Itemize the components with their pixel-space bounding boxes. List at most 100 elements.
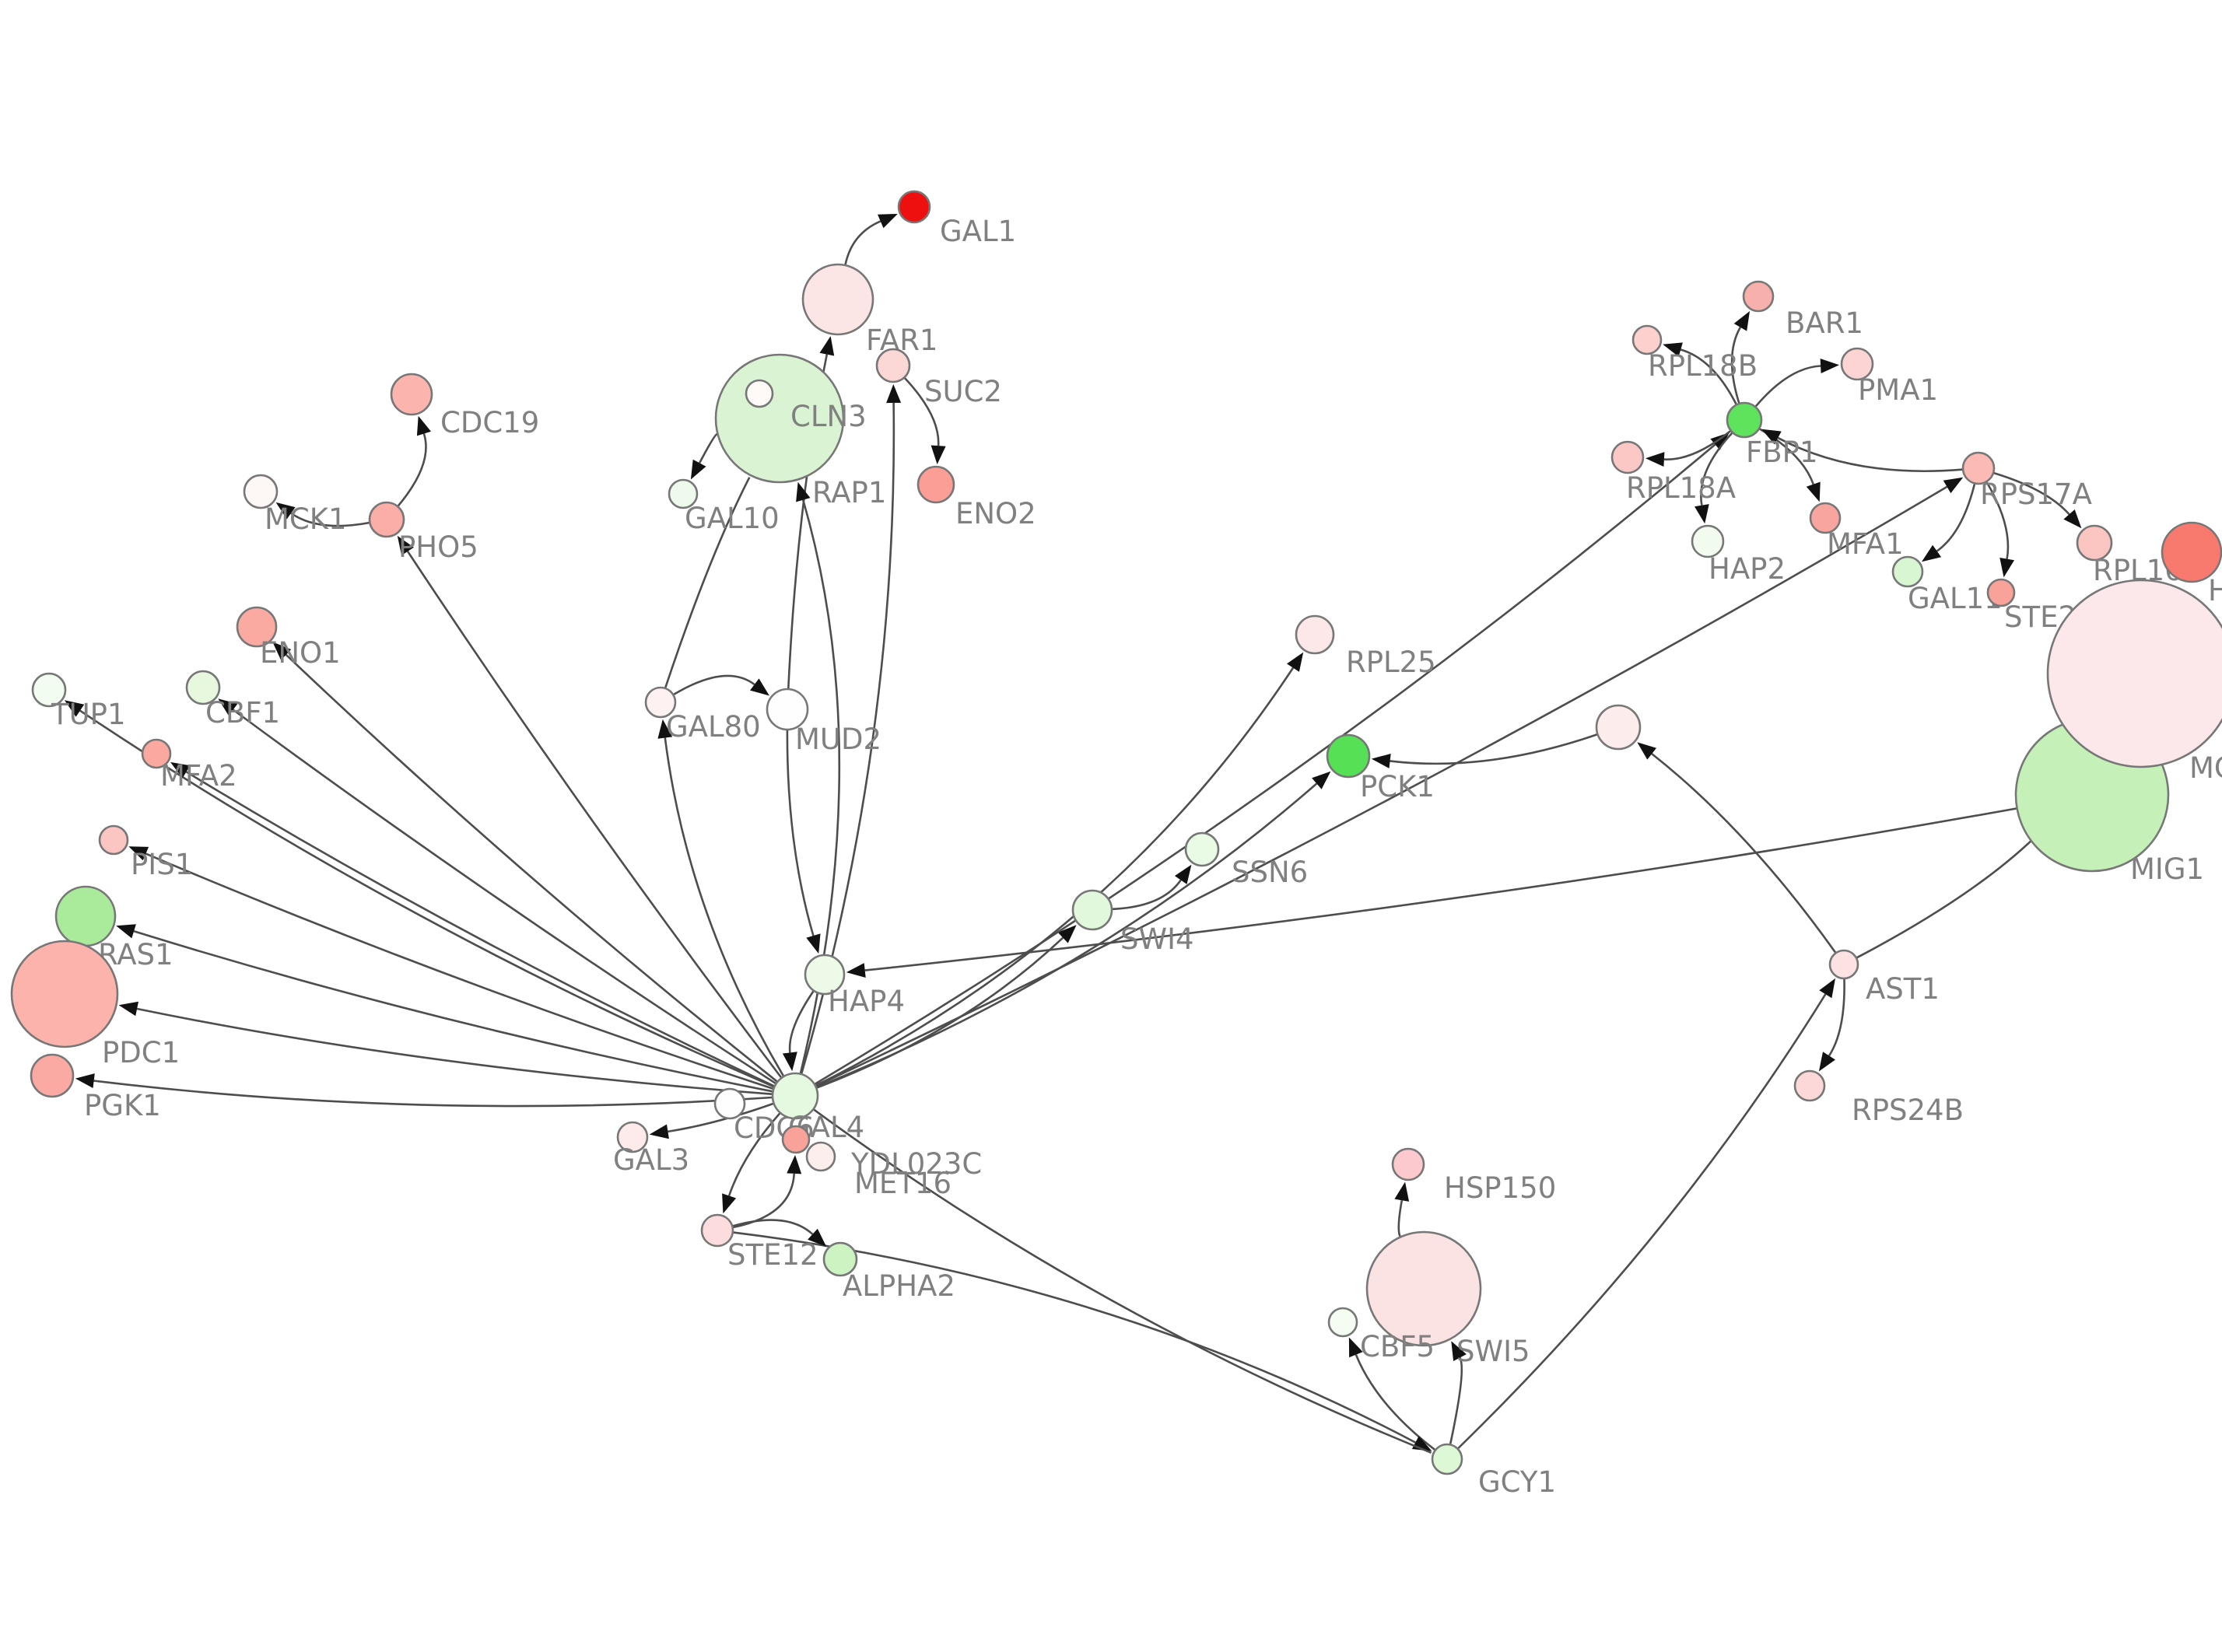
edge-SWI4-SSN6[interactable] bbox=[1112, 864, 1192, 911]
edge-GAL4-PGK1[interactable] bbox=[75, 1073, 773, 1108]
gene-node-circle[interactable] bbox=[1391, 1147, 1425, 1181]
node-PCK1[interactable]: PCK1 bbox=[1326, 733, 1435, 803]
edge-GAL4-GAL3[interactable] bbox=[649, 1102, 774, 1139]
node-PHO5[interactable]: PHO5 bbox=[368, 501, 478, 564]
edge-GAL4-CBF1[interactable] bbox=[218, 698, 776, 1084]
gene-node-circle[interactable] bbox=[616, 1121, 649, 1153]
node-PIS1[interactable]: PIS1 bbox=[98, 824, 193, 881]
node-CBF5[interactable]: CBF5 bbox=[1327, 1307, 1435, 1363]
edge-GAL4-MFA2[interactable] bbox=[170, 761, 775, 1087]
gene-node-circle[interactable] bbox=[2161, 521, 2222, 583]
gene-node-circle[interactable] bbox=[1631, 324, 1663, 355]
edge-GAL4-PCK1[interactable] bbox=[816, 771, 1331, 1088]
edge-RPS17A-STE2[interactable] bbox=[1985, 481, 2014, 578]
gene-node-circle[interactable] bbox=[897, 190, 931, 224]
node-MCK1[interactable]: MCK1 bbox=[243, 474, 347, 536]
gene-node-circle[interactable] bbox=[390, 373, 433, 416]
node-ENO1[interactable]: ENO1 bbox=[236, 606, 341, 670]
gene-node-circle[interactable] bbox=[1071, 889, 1113, 931]
gene-node-circle[interactable] bbox=[98, 824, 129, 856]
edge-GAL80-RAP1[interactable] bbox=[664, 477, 751, 688]
gene-node-circle[interactable] bbox=[700, 1213, 734, 1248]
node-NODEX[interactable] bbox=[1595, 704, 1642, 751]
gene-node-circle[interactable] bbox=[1691, 524, 1725, 558]
node-PGK1[interactable]: PGK1 bbox=[30, 1053, 161, 1122]
edge-GAL4-STE12[interactable] bbox=[722, 1112, 781, 1214]
gene-node-circle[interactable] bbox=[766, 688, 809, 731]
gene-node-circle[interactable] bbox=[1891, 555, 1924, 588]
gene-node-circle[interactable] bbox=[141, 738, 172, 769]
edge-GAL4-GAL80[interactable] bbox=[657, 719, 784, 1076]
gene-node-circle[interactable] bbox=[1726, 401, 1763, 439]
edge-AST1-NODEX[interactable] bbox=[1637, 742, 1837, 954]
edge-MIG1-HAP4[interactable] bbox=[846, 807, 2017, 978]
edge-RAP1-GAL10[interactable] bbox=[690, 432, 718, 480]
gene-node-circle[interactable] bbox=[713, 1087, 746, 1120]
gene-node-circle[interactable] bbox=[1184, 831, 1220, 867]
node-RPL25[interactable]: RPL25 bbox=[1295, 614, 1436, 679]
edge-GAL4-RPS17A[interactable] bbox=[815, 477, 1964, 1087]
edge-SWI5-HSP150[interactable] bbox=[1394, 1181, 1410, 1237]
gene-node-circle[interactable] bbox=[1326, 733, 1371, 779]
node-PMA1[interactable]: PMA1 bbox=[1840, 347, 1938, 407]
edge-PHO5-CDC19[interactable] bbox=[397, 415, 431, 507]
gene-node-circle[interactable] bbox=[1595, 704, 1642, 751]
node-CLN3[interactable]: CLN3 bbox=[745, 379, 867, 433]
node-ALPHA2[interactable]: ALPHA2 bbox=[822, 1241, 955, 1303]
edge-STE12-YDL023C[interactable] bbox=[733, 1155, 802, 1229]
node-GCY1[interactable]: GCY1 bbox=[1431, 1443, 1556, 1499]
node-GAL3[interactable]: GAL3 bbox=[613, 1121, 689, 1177]
gene-node-circle[interactable] bbox=[745, 379, 774, 408]
node-SSN6[interactable]: SSN6 bbox=[1184, 831, 1308, 889]
gene-node-circle[interactable] bbox=[236, 606, 278, 648]
gene-node-circle[interactable] bbox=[243, 474, 279, 509]
edge-GAL4-PIS1[interactable] bbox=[128, 846, 773, 1090]
edge-GAL4-PDC1[interactable] bbox=[118, 1001, 773, 1095]
node-AST1[interactable]: AST1 bbox=[1828, 949, 1940, 1006]
edge-GAL4-RPL25[interactable] bbox=[815, 652, 1304, 1087]
node-STE2[interactable]: STE2 bbox=[1986, 578, 2077, 634]
node-GAL1[interactable]: GAL1 bbox=[897, 190, 1016, 248]
gene-node-circle[interactable] bbox=[185, 670, 221, 705]
gene-node-circle[interactable] bbox=[1327, 1307, 1358, 1338]
edge-FBP1-RPL18B[interactable] bbox=[1663, 342, 1737, 405]
node-HIS4[interactable]: HIS4 bbox=[2161, 521, 2222, 607]
gene-node-circle[interactable] bbox=[2046, 579, 2222, 768]
edge-GAL4-FBP1[interactable] bbox=[815, 432, 1730, 1085]
gene-node-circle[interactable] bbox=[10, 940, 119, 1048]
gene-node-circle[interactable] bbox=[771, 1072, 819, 1120]
gene-node-circle[interactable] bbox=[30, 1053, 75, 1098]
gene-node-circle[interactable] bbox=[31, 672, 67, 708]
edge-AST1-RPS24B[interactable] bbox=[1818, 978, 1845, 1072]
node-BAR1[interactable]: BAR1 bbox=[1742, 280, 1863, 340]
edge-GCY1-CBF5[interactable] bbox=[1348, 1337, 1435, 1451]
node-MFA1[interactable]: MFA1 bbox=[1809, 502, 1904, 561]
node-ENO2[interactable]: ENO2 bbox=[916, 465, 1036, 530]
edge-PHO5-MCK1[interactable] bbox=[275, 502, 370, 527]
gene-node-circle[interactable] bbox=[1809, 502, 1842, 534]
node-FBP1[interactable]: FBP1 bbox=[1726, 401, 1818, 469]
node-RPL18B[interactable]: RPL18B bbox=[1631, 324, 1758, 383]
edge-FAR1-GAL1[interactable] bbox=[844, 214, 898, 265]
edge-STE12-ALPHA2[interactable] bbox=[732, 1219, 827, 1247]
gene-node-circle[interactable] bbox=[801, 263, 874, 336]
node-MCM1[interactable]: MCM1 bbox=[2046, 579, 2222, 785]
edge-FBP1-HAP2[interactable] bbox=[1695, 432, 1733, 524]
node-TUP1[interactable]: TUP1 bbox=[31, 672, 126, 731]
node-HAP2[interactable]: HAP2 bbox=[1691, 524, 1786, 586]
gene-node-circle[interactable] bbox=[1828, 949, 1859, 980]
node-PDC1[interactable]: PDC1 bbox=[10, 940, 180, 1069]
edge-GAL4-TUP1[interactable] bbox=[64, 700, 775, 1088]
edge-GCY1-SWI5[interactable] bbox=[1449, 1341, 1467, 1444]
gene-node-circle[interactable] bbox=[781, 1125, 811, 1154]
node-GAL10[interactable]: GAL10 bbox=[668, 478, 780, 535]
gene-node-circle[interactable] bbox=[804, 954, 846, 996]
gene-node-circle[interactable] bbox=[875, 348, 911, 383]
edge-SUC2-ENO2[interactable] bbox=[904, 377, 946, 464]
edge-MUD2-HAP4[interactable] bbox=[786, 730, 821, 954]
edge-NODEX-PCK1[interactable] bbox=[1371, 733, 1598, 768]
node-FAR1[interactable]: FAR1 bbox=[801, 263, 938, 357]
gene-node-circle[interactable] bbox=[668, 478, 699, 509]
gene-node-circle[interactable] bbox=[822, 1241, 858, 1277]
node-SWI4[interactable]: SWI4 bbox=[1071, 889, 1194, 956]
